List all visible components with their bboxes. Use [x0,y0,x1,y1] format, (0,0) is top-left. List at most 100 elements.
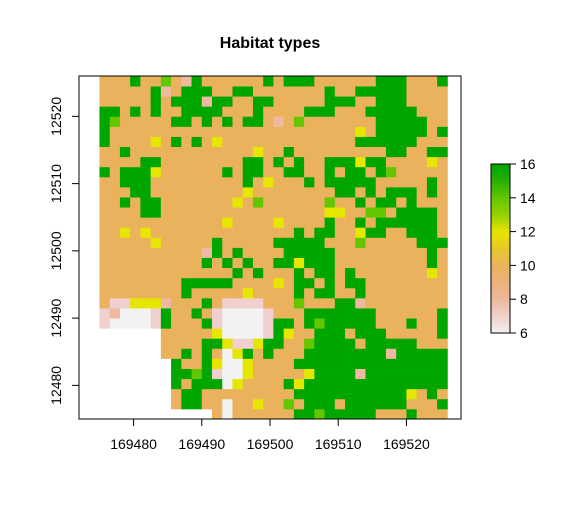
raster-cell [284,126,295,136]
raster-cell [437,379,448,389]
raster-cell [120,298,131,308]
raster-cell [386,237,397,247]
raster-cell [202,106,213,116]
raster-cell [386,308,397,318]
raster-cell [243,76,254,86]
legend-swatch [491,257,510,260]
raster-cell [376,207,387,217]
raster-cell [130,177,141,187]
raster-cell [437,258,448,268]
raster-cell [161,126,172,136]
raster-cell [222,318,233,328]
raster-cell [366,207,377,217]
raster-cell [437,86,448,96]
raster-cell [161,207,172,217]
raster-cell [284,338,295,348]
raster-cell [284,409,295,419]
raster-cell [263,389,274,399]
raster-cell [406,96,417,106]
raster-cell [171,369,182,379]
raster-cell [417,116,428,126]
raster-cell [212,379,223,389]
raster-cell [284,268,295,278]
raster-cell [130,106,141,116]
raster-cell [110,137,121,147]
raster-cell [181,268,192,278]
raster-cell [273,399,284,409]
raster-cell [417,389,428,399]
raster-cell [437,288,448,298]
raster-cell [376,116,387,126]
raster-cell [130,137,141,147]
raster-cell [140,86,151,96]
raster-cell [284,369,295,379]
raster-cell [243,126,254,136]
raster-cell [181,399,192,409]
raster-cell [427,298,438,308]
raster-cell [232,248,243,258]
raster-cell [335,258,346,268]
raster-cell [253,227,264,237]
raster-cell [366,389,377,399]
raster-cell [355,96,366,106]
raster-cell [406,409,417,419]
raster-cell [325,237,336,247]
raster-cell [366,348,377,358]
raster-cell [171,278,182,288]
raster-cell [253,288,264,298]
raster-cell [171,358,182,368]
raster-cell [232,237,243,247]
raster-cell [151,177,162,187]
raster-cell [366,96,377,106]
raster-cell [273,167,284,177]
raster-cell [294,278,305,288]
raster-cell [130,126,141,136]
raster-cell [171,126,182,136]
raster-cell [437,187,448,197]
raster-cell [345,399,356,409]
raster-cell [212,328,223,338]
raster-cell [243,389,254,399]
raster-cell [294,76,305,86]
legend-swatch [491,282,510,285]
raster-cell [273,409,284,419]
raster-cell [335,248,346,258]
raster-cell [304,137,315,147]
raster-cell [99,248,110,258]
raster-cell [314,409,325,419]
raster-cell [263,348,274,358]
raster-cell [427,76,438,86]
raster-cell [222,308,233,318]
raster-cell [304,116,315,126]
raster-cell [376,96,387,106]
raster-cell [314,237,325,247]
raster-cell [273,197,284,207]
raster-cell [273,248,284,258]
raster-cell [181,379,192,389]
raster-cell [181,248,192,258]
raster-cell [99,187,110,197]
raster-cell [427,147,438,157]
legend-swatch [491,178,510,181]
raster-cell [345,76,356,86]
raster-cell [427,96,438,106]
raster-cell [99,278,110,288]
raster-cell [417,207,428,217]
raster-cell [140,157,151,167]
raster-cell [406,116,417,126]
raster-cell [171,268,182,278]
raster-cell [386,147,397,157]
raster-cell [417,167,428,177]
raster-cell [99,207,110,217]
raster-cell [325,137,336,147]
raster-cell [222,187,233,197]
raster-cell [161,147,172,157]
legend-swatch [491,201,510,204]
raster-cell [355,358,366,368]
raster-cell [355,248,366,258]
raster-cell [304,248,315,258]
raster-cell [130,288,141,298]
raster-cell [110,308,121,318]
raster-cell [335,348,346,358]
raster-cell [222,298,233,308]
